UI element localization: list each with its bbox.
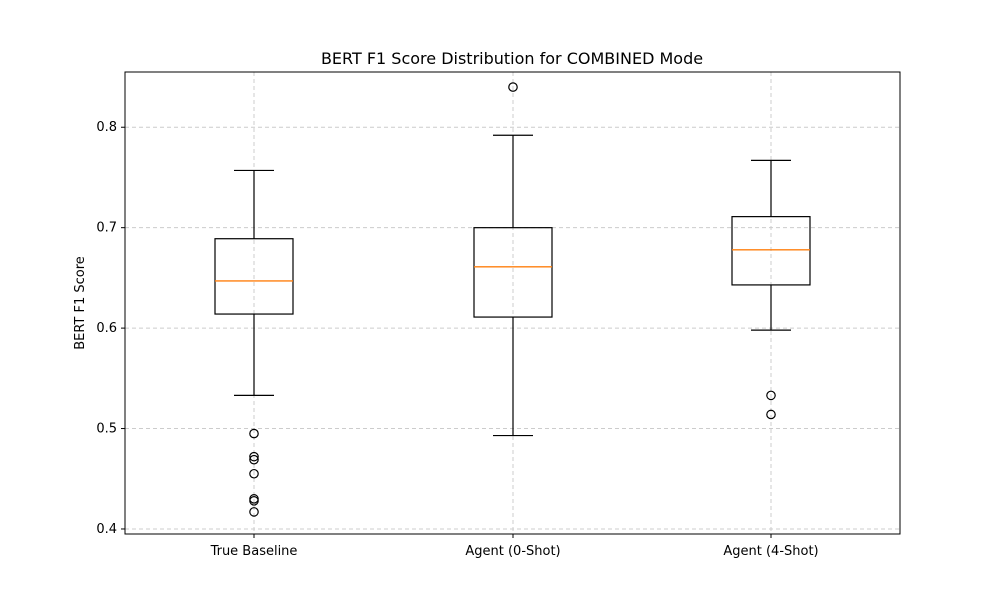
outlier-point: [249, 496, 259, 506]
y-tick-label: 0.6: [96, 321, 117, 336]
y-axis-label: BERT F1 Score: [73, 256, 88, 350]
x-tick-label: Agent (4-Shot): [723, 544, 818, 559]
x-tick-label: True Baseline: [210, 544, 298, 559]
plot-frame: [124, 71, 901, 535]
y-tick-label: 0.5: [96, 422, 117, 437]
y-tick-label: 0.4: [96, 522, 117, 537]
outlier-point: [249, 451, 259, 462]
outlier-point: [249, 454, 259, 465]
iqr-box: [731, 216, 811, 286]
plot-area: [214, 82, 811, 517]
outlier-point: [249, 468, 259, 479]
y-tick-label: 0.8: [96, 120, 117, 135]
iqr-box: [473, 227, 553, 318]
x-tick-label: Agent (0-Shot): [465, 544, 560, 559]
axes: 0.4 0.5 0.6 0.7 0.8 True Baseline Agent (0-Sho…: [96, 71, 901, 559]
iqr-box: [214, 238, 294, 315]
outlier-point: [766, 409, 776, 420]
outlier-point: [249, 428, 259, 439]
outlier-point: [766, 390, 776, 401]
box-group: [214, 169, 294, 517]
box-group: [473, 82, 553, 437]
box-group: [731, 159, 811, 420]
chart-title: BERT F1 Score Distribution for COMBINED …: [321, 49, 703, 68]
outlier-point: [508, 82, 518, 92]
y-tick-label: 0.7: [96, 221, 117, 236]
outlier-point: [249, 507, 259, 517]
